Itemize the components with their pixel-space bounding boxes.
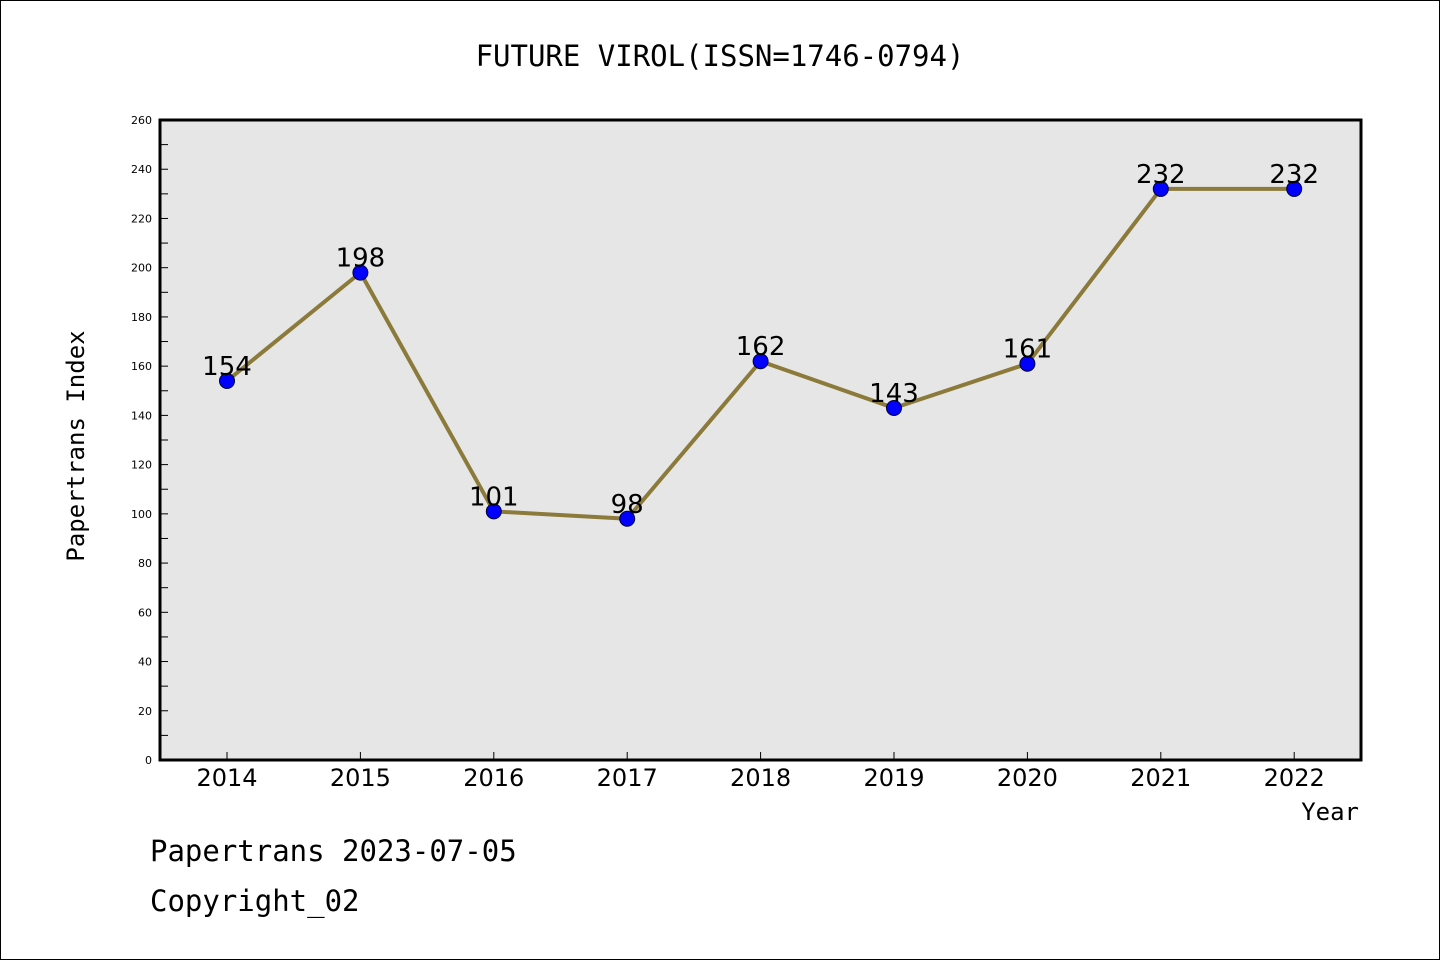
x-axis-label: Year — [1301, 798, 1359, 826]
x-tick-label: 2020 — [997, 764, 1058, 792]
y-tick-label: 60 — [138, 606, 152, 619]
y-tick-label: 100 — [131, 508, 152, 521]
y-tick-label: 80 — [138, 557, 152, 570]
x-tick-label: 2022 — [1264, 764, 1325, 792]
data-labels: 154 198 101 98 162 143 161 232 232 — [202, 160, 1319, 520]
x-tick-label: 2016 — [463, 764, 524, 792]
data-label: 232 — [1269, 160, 1319, 190]
data-label: 162 — [736, 332, 786, 362]
data-point — [619, 510, 636, 527]
footer-copyright: Copyright_02 — [150, 884, 360, 918]
data-point — [485, 503, 502, 520]
data-label: 198 — [336, 244, 386, 274]
y-tick-label: 40 — [138, 656, 152, 669]
y-tick-label: 260 — [131, 114, 152, 127]
data-label: 143 — [869, 379, 919, 409]
data-label: 98 — [611, 490, 644, 520]
data-point — [1152, 180, 1169, 197]
x-tick-label: 2015 — [330, 764, 391, 792]
data-point — [352, 264, 369, 281]
plot-area — [158, 118, 1363, 762]
footer-date: Papertrans 2023-07-05 — [150, 834, 517, 868]
y-axis-label: Papertrans Index — [62, 330, 90, 561]
x-tick-label: 2021 — [1130, 764, 1191, 792]
y-tick-label: 0 — [145, 754, 152, 767]
series-markers — [219, 180, 1303, 527]
y-tick-label: 200 — [131, 262, 152, 275]
x-tick-label: 2014 — [196, 764, 257, 792]
y-tick-label: 120 — [131, 459, 152, 472]
x-axis: 2014 2015 2016 2017 2018 2019 2020 2021 2022 — [196, 752, 1325, 792]
y-tick-label: 160 — [131, 360, 152, 373]
chart-title: FUTURE VIROL(ISSN=1746-0794) — [476, 39, 965, 73]
data-point — [219, 372, 235, 389]
data-point — [752, 353, 769, 370]
x-tick-label: 2018 — [730, 764, 791, 792]
data-label: 154 — [202, 352, 252, 382]
data-point — [1286, 180, 1303, 197]
y-tick-label: 140 — [131, 409, 152, 422]
y-tick-label: 240 — [131, 163, 152, 176]
y-tick-label: 180 — [131, 311, 152, 324]
y-tick-label: 220 — [131, 212, 152, 225]
data-point — [886, 400, 902, 416]
data-label: 161 — [1003, 335, 1053, 365]
data-label: 232 — [1136, 160, 1186, 190]
data-point — [1019, 355, 1036, 372]
y-axis: 0 20 40 60 80 100 120 140 160 180 200 220 240 260 — [131, 114, 168, 767]
y-tick-label: 20 — [138, 705, 152, 718]
x-tick-label: 2017 — [597, 764, 658, 792]
x-tick-label: 2019 — [863, 764, 924, 792]
data-label: 101 — [469, 482, 519, 512]
